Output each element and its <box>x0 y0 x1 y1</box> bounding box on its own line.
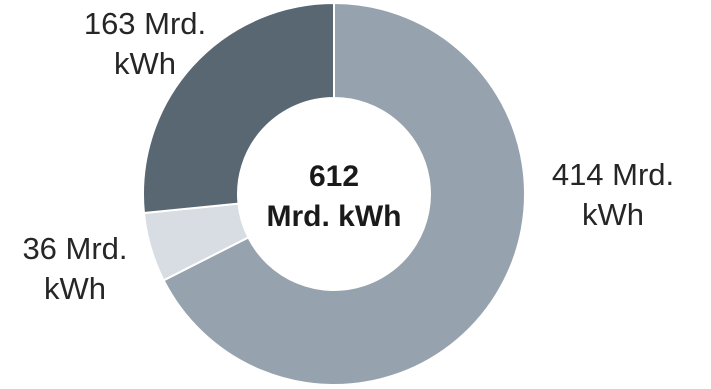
slice-label-3: 163 Mrd. kWh <box>70 4 220 84</box>
center-total-value: 612 <box>308 160 360 193</box>
center-total-label: 612 Mrd. kWh <box>234 157 434 237</box>
center-total-unit: Mrd. kWh <box>266 200 402 233</box>
slice-label-1: 414 Mrd. kWh <box>538 155 688 235</box>
slice-label-3-line-1: 163 Mrd. <box>83 6 207 41</box>
donut-slice-1 <box>162 1 526 386</box>
slice-label-2: 36 Mrd. kWh <box>0 229 150 309</box>
slice-label-1-line-2: kWh <box>582 197 644 232</box>
slice-label-1-line-1: 414 Mrd. <box>551 157 675 192</box>
donut-slice-3 <box>142 1 335 215</box>
slice-label-2-line-1: 36 Mrd. <box>22 231 128 266</box>
slice-label-2-line-2: kWh <box>44 271 106 306</box>
slice-label-3-line-2: kWh <box>114 46 176 81</box>
